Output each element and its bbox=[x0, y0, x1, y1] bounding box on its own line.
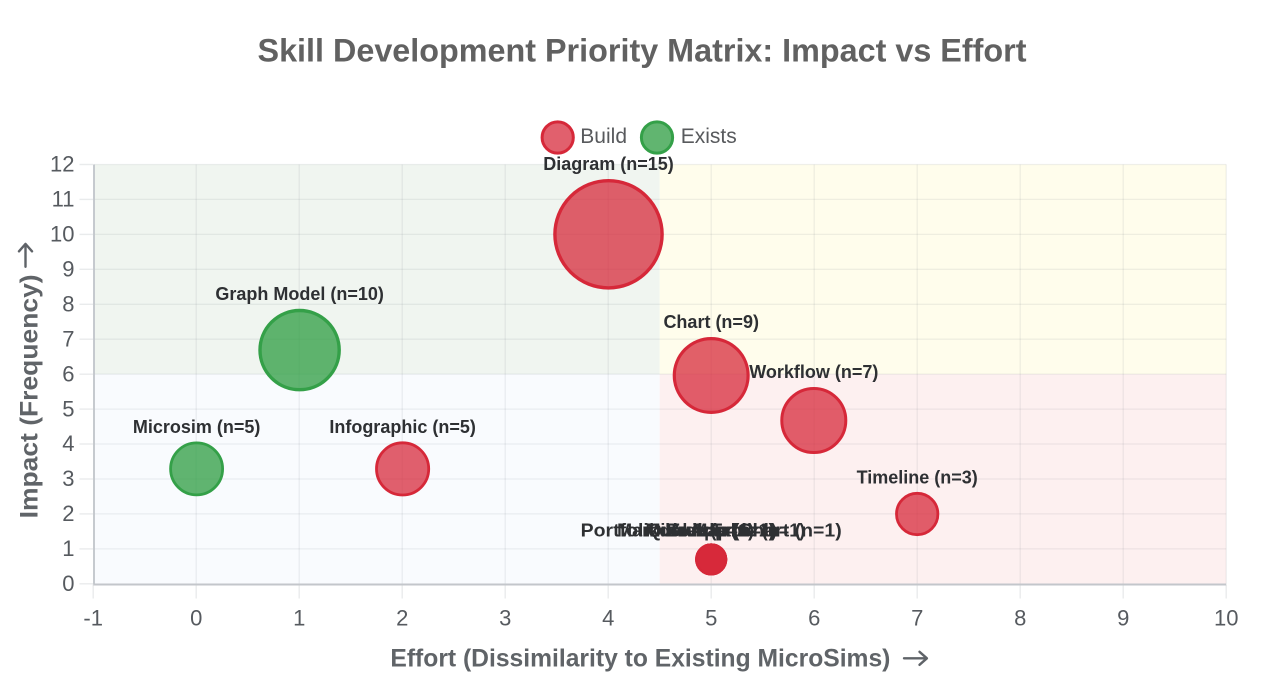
svg-text:Markdown Table (n=1): Markdown Table (n=1) bbox=[617, 521, 805, 541]
svg-text:Workflow (n=7): Workflow (n=7) bbox=[749, 362, 878, 382]
svg-text:Mind Map (n=1): Mind Map (n=1) bbox=[645, 521, 777, 541]
svg-text:8: 8 bbox=[62, 292, 74, 317]
svg-text:0: 0 bbox=[62, 571, 74, 596]
svg-text:5: 5 bbox=[62, 396, 74, 421]
svg-text:Impact (Frequency): Impact (Frequency) bbox=[16, 274, 44, 518]
svg-text:Skill Development Priority Mat: Skill Development Priority Matrix: Impac… bbox=[258, 33, 1027, 69]
svg-text:3: 3 bbox=[499, 606, 511, 631]
svg-text:12: 12 bbox=[50, 152, 74, 177]
svg-text:5: 5 bbox=[705, 606, 717, 631]
svg-text:Build: Build bbox=[580, 125, 627, 148]
svg-text:Chart (n=9): Chart (n=9) bbox=[663, 312, 759, 332]
svg-text:Effort (Dissimilarity to Exist: Effort (Dissimilarity to Existing MicroS… bbox=[390, 645, 890, 673]
svg-text:10: 10 bbox=[50, 222, 74, 247]
svg-text:6: 6 bbox=[808, 606, 820, 631]
svg-text:9: 9 bbox=[62, 257, 74, 282]
svg-text:1: 1 bbox=[293, 606, 305, 631]
svg-text:2: 2 bbox=[396, 606, 408, 631]
svg-text:Infographic (n=5): Infographic (n=5) bbox=[329, 417, 476, 437]
svg-text:3: 3 bbox=[62, 466, 74, 491]
svg-text:Quiz App (n=1): Quiz App (n=1) bbox=[648, 521, 775, 541]
svg-text:1: 1 bbox=[62, 536, 74, 561]
svg-text:2: 2 bbox=[62, 501, 74, 526]
svg-text:4: 4 bbox=[602, 606, 614, 631]
svg-text:Graph Model (n=10): Graph Model (n=10) bbox=[215, 284, 384, 304]
svg-text:4: 4 bbox=[62, 431, 74, 456]
svg-text:Tree (n=1): Tree (n=1) bbox=[668, 521, 754, 541]
svg-text:10: 10 bbox=[1214, 606, 1238, 631]
svg-text:9: 9 bbox=[1117, 606, 1129, 631]
svg-text:Timeline (n=3): Timeline (n=3) bbox=[857, 467, 978, 487]
svg-text:7: 7 bbox=[62, 326, 74, 351]
svg-text:-1: -1 bbox=[83, 606, 103, 631]
svg-text:11: 11 bbox=[52, 187, 75, 212]
svg-text:7: 7 bbox=[911, 606, 923, 631]
svg-text:0: 0 bbox=[190, 606, 202, 631]
svg-text:6: 6 bbox=[62, 361, 74, 386]
svg-text:Microsim (n=5): Microsim (n=5) bbox=[133, 417, 261, 437]
svg-text:Portfolio Builder Chart (n=1): Portfolio Builder Chart (n=1) bbox=[581, 521, 842, 541]
svg-text:Exists: Exists bbox=[681, 125, 737, 148]
svg-text:Diagram (n=15): Diagram (n=15) bbox=[543, 154, 674, 174]
svg-text:8: 8 bbox=[1014, 606, 1026, 631]
